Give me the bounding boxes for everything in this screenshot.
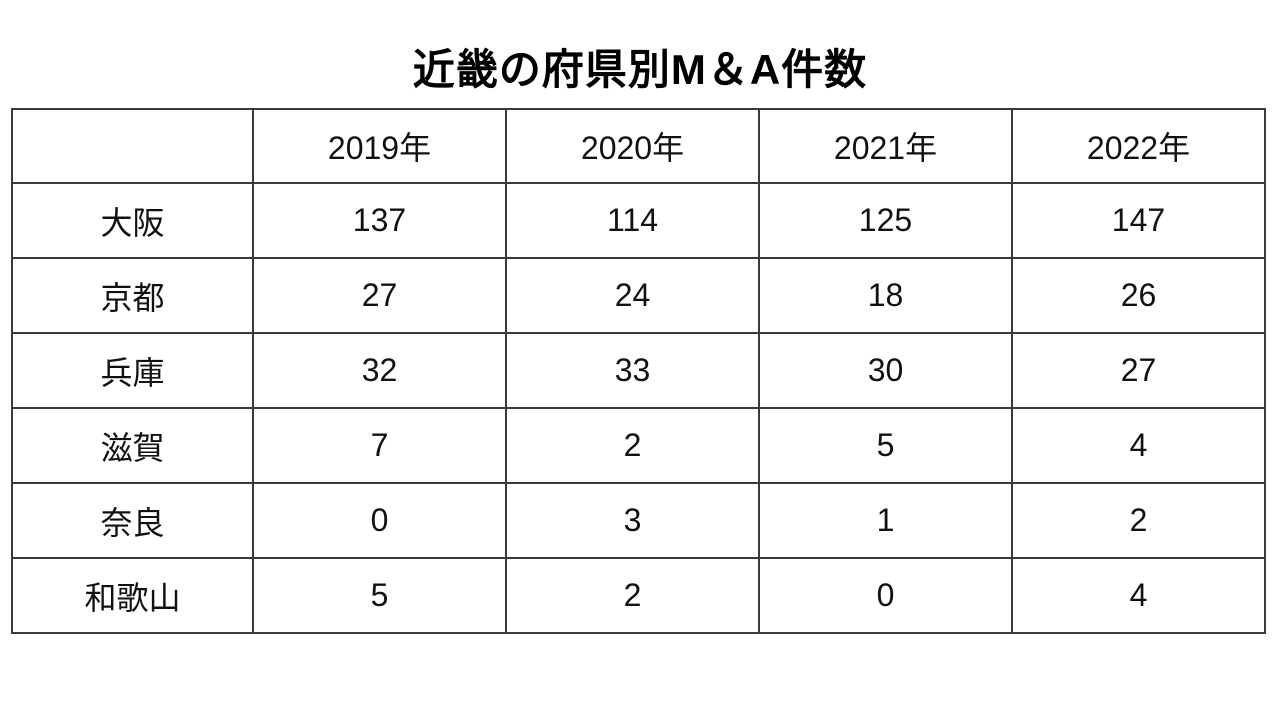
table-cell: 27 [252,257,507,334]
header-cell-2020: 2020年 [505,108,760,184]
header-cell-2022: 2022年 [1011,108,1266,184]
table-row-wakayama: 和歌山 5 2 0 4 [11,557,1266,634]
table-row-shiga: 滋賀 7 2 5 4 [11,407,1266,484]
row-label: 兵庫 [11,332,254,409]
row-label: 奈良 [11,482,254,559]
table-cell: 3 [505,482,760,559]
header-cell-2021: 2021年 [758,108,1013,184]
table-row-nara: 奈良 0 3 1 2 [11,482,1266,559]
table-cell: 27 [1011,332,1266,409]
table-cell: 0 [252,482,507,559]
table-cell: 125 [758,182,1013,259]
table-row-osaka: 大阪 137 114 125 147 [11,182,1266,259]
table-cell: 0 [758,557,1013,634]
row-label: 京都 [11,257,254,334]
table-cell: 32 [252,332,507,409]
page-title: 近畿の府県別M＆A件数 [412,46,868,93]
table-cell: 33 [505,332,760,409]
table-cell: 5 [758,407,1013,484]
row-label: 大阪 [11,182,254,259]
table-cell: 147 [1011,182,1266,259]
row-label: 滋賀 [11,407,254,484]
table-cell: 2 [1011,482,1266,559]
row-label: 和歌山 [11,557,254,634]
table-row-hyogo: 兵庫 32 33 30 27 [11,332,1266,409]
header-cell-empty [11,108,254,184]
table-cell: 2 [505,407,760,484]
table-cell: 1 [758,482,1013,559]
table-cell: 24 [505,257,760,334]
table-cell: 5 [252,557,507,634]
table-cell: 30 [758,332,1013,409]
table-cell: 18 [758,257,1013,334]
table-cell: 137 [252,182,507,259]
table-cell: 2 [505,557,760,634]
ma-count-table: 2019年 2020年 2021年 2022年 大阪 137 114 125 1… [11,108,1266,634]
table-row-kyoto: 京都 27 24 18 26 [11,257,1266,334]
table-header-row: 2019年 2020年 2021年 2022年 [11,108,1266,184]
table-cell: 4 [1011,407,1266,484]
table-cell: 4 [1011,557,1266,634]
table-cell: 7 [252,407,507,484]
table-cell: 26 [1011,257,1266,334]
table-cell: 114 [505,182,760,259]
header-cell-2019: 2019年 [252,108,507,184]
